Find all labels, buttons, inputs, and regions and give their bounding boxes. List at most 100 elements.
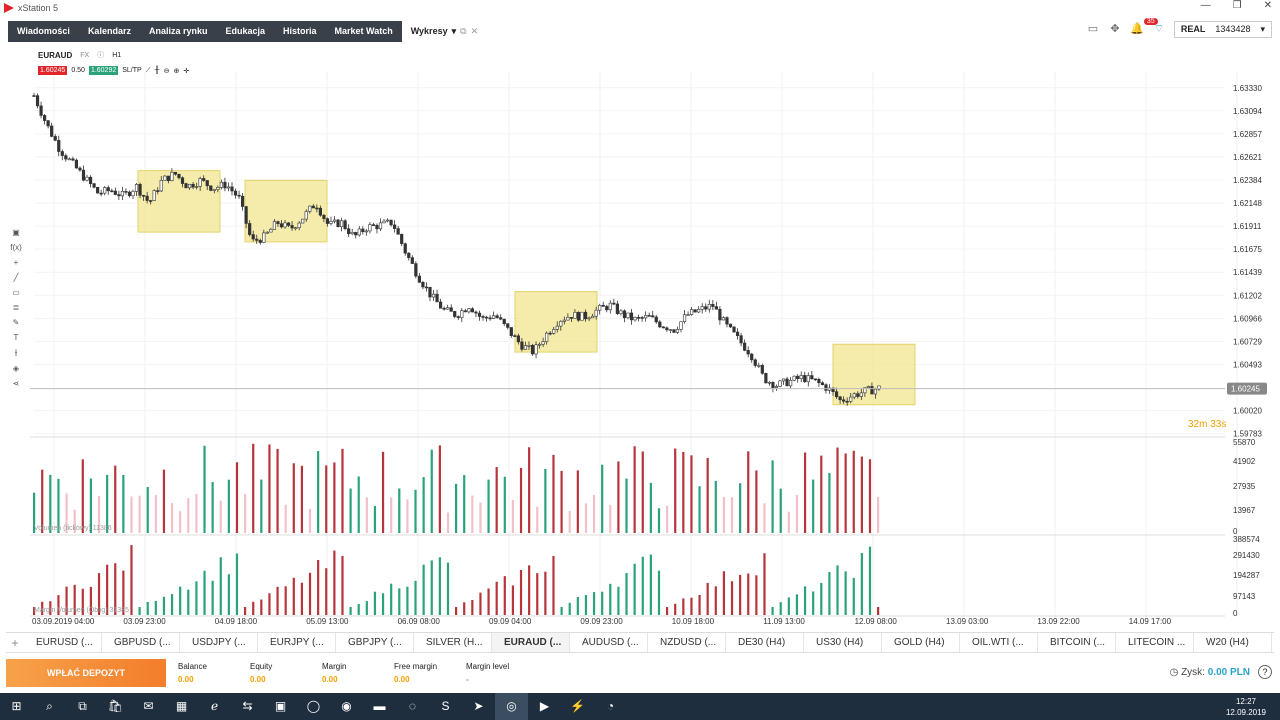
chart-tab[interactable]: SILVER (H... — [414, 633, 492, 652]
skype-icon[interactable]: S — [441, 699, 450, 713]
chart-tab[interactable]: DE30 (H4) — [726, 633, 804, 652]
crosshair-icon[interactable]: ✛ — [183, 67, 190, 75]
nav-analysis[interactable]: Analiza rynku — [148, 26, 208, 36]
clock-icon: ◷ — [1169, 667, 1179, 678]
chart-tab[interactable]: NZDUSD (... — [648, 633, 726, 652]
time-tick-label: 11.09 13:00 — [763, 617, 805, 626]
chart-tab[interactable]: BITCOIN (... — [1038, 633, 1116, 652]
close-icon[interactable]: ✕ — [1263, 0, 1272, 11]
fibonacci-icon[interactable]: ≣ — [12, 303, 20, 312]
teamviewer-icon[interactable]: ⇆ — [242, 699, 253, 713]
network-icon[interactable]: ✥ — [1110, 23, 1120, 35]
nav-market-watch[interactable]: Market Watch — [334, 26, 393, 36]
candle-body — [697, 309, 701, 313]
nav-history[interactable]: Historia — [283, 26, 317, 36]
candle-body — [279, 223, 284, 228]
nav-charts[interactable]: Wykresy ▾ ⧉ ✕ — [401, 21, 488, 42]
store-icon[interactable]: 🛍 — [107, 699, 124, 713]
xstation-icon[interactable]: ▶ — [539, 699, 550, 713]
chart-area[interactable]: 1.63330 1.63094 1.62857 1.62621 1.62384 1.621… — [0, 42, 1280, 632]
windows-start-icon[interactable]: ⊞ — [11, 699, 22, 713]
chart-tab[interactable]: EURAUD (... — [492, 633, 570, 652]
chart-tab[interactable]: OIL.WTI (... — [960, 633, 1038, 652]
nav-calendar[interactable]: Kalendarz — [87, 26, 131, 36]
telegram-icon[interactable]: ➤ — [473, 699, 484, 713]
nav-charts-label: Wykresy — [410, 26, 448, 36]
deposit-button[interactable]: WPŁAĆ DEPOZYT — [6, 659, 166, 687]
xstation-app-icon[interactable]: ⚡ — [570, 699, 585, 713]
chart-tab[interactable]: GBPJPY (... — [336, 633, 414, 652]
margin-bar — [438, 557, 441, 615]
crosshair-icon[interactable]: + — [13, 258, 19, 267]
account-selector[interactable]: REAL 1343428 ▾ — [1173, 20, 1272, 38]
chart-tab[interactable]: US30 (H4) — [804, 633, 882, 652]
candle-body — [647, 315, 651, 317]
candle-body — [693, 309, 697, 313]
search-icon[interactable]: ⌕ — [46, 699, 53, 713]
stat-label: Margin level — [466, 662, 510, 671]
bell-icon[interactable]: 🔔 — [1130, 23, 1144, 35]
volume-bar — [609, 504, 612, 533]
settings-icon[interactable]: ◔ — [606, 699, 615, 713]
chart-tab[interactable]: EURJPY (... — [258, 633, 336, 652]
zoom-in-icon[interactable]: ⊕ — [173, 67, 180, 75]
buy-price-button[interactable]: 1.60292 — [88, 66, 119, 75]
nav-education[interactable]: Edukacja — [225, 26, 266, 36]
screen-icon[interactable]: ▣ — [12, 228, 20, 237]
help-icon[interactable]: ? — [1258, 665, 1272, 679]
detach-icon[interactable]: ⧉ — [460, 26, 467, 36]
indicator-icon[interactable]: ⫲ — [14, 348, 18, 357]
candles-icon[interactable]: ╫ — [154, 67, 160, 74]
minimize-icon[interactable]: — — [1200, 0, 1211, 11]
candle-body — [467, 308, 471, 313]
text-tool-icon[interactable]: T — [13, 333, 19, 342]
chart-tab[interactable]: GOLD (H4) — [882, 633, 960, 652]
volume-input[interactable]: 0.50 — [71, 67, 85, 74]
chart-tab[interactable]: AUDUSD (... — [570, 633, 648, 652]
margin-bar — [455, 607, 458, 615]
margin-bar — [877, 607, 880, 615]
candle-body — [537, 343, 542, 346]
app-icon[interactable]: ▣ — [274, 699, 287, 713]
edge-icon[interactable]: ℯ — [210, 699, 219, 713]
volume-bar — [641, 451, 644, 533]
system-clock[interactable]: 12:27 12.09.2019 — [1226, 696, 1266, 718]
firefox-icon[interactable]: ◉ — [341, 699, 352, 713]
add-workspace-button[interactable]: + — [487, 23, 496, 40]
margin-bar — [154, 600, 157, 615]
chrome-icon[interactable]: ◎ — [495, 693, 528, 720]
line-chart-icon[interactable]: ⟋ — [145, 66, 151, 74]
folder-icon[interactable]: ▬ — [373, 699, 386, 713]
layers-icon[interactable]: ◈ — [12, 364, 20, 373]
zoom-out-icon[interactable]: ⊖ — [163, 67, 170, 75]
chart-tab[interactable]: USDJPY (... — [180, 633, 258, 652]
add-tab-button[interactable]: + — [11, 635, 19, 650]
layout-icon[interactable]: ▭ — [1087, 23, 1099, 35]
opera-icon[interactable]: ◯ — [306, 699, 321, 713]
restore-icon[interactable]: ❐ — [1232, 0, 1242, 11]
candle-body — [110, 190, 114, 193]
function-icon[interactable]: f(x) — [10, 243, 22, 252]
candle-body — [873, 388, 878, 395]
whatsapp-icon[interactable]: ◌ — [408, 699, 417, 713]
chart-symbol[interactable]: EURAUD — [38, 50, 73, 60]
sell-price-button[interactable]: 1.60245 — [38, 66, 68, 75]
task-view-icon[interactable]: ⧉ — [78, 699, 87, 713]
close-tab-icon[interactable]: ✕ — [470, 26, 479, 36]
sltp-button[interactable]: SL/TP — [122, 67, 142, 74]
info-icon[interactable]: ⓘ — [97, 52, 105, 59]
margin-bar — [398, 588, 401, 615]
chart-tab[interactable]: GBPUSD (... — [102, 633, 180, 652]
chart-tab[interactable]: EURUSD (... — [24, 633, 102, 652]
candle-body — [184, 183, 188, 189]
timeframe-selector[interactable]: H1 — [112, 51, 122, 59]
rectangle-tool-icon[interactable]: ▭ — [12, 288, 20, 297]
share-icon[interactable]: ⋖ — [12, 379, 20, 388]
photos-icon[interactable]: ▦ — [175, 699, 188, 713]
mail-icon[interactable]: ✉ — [143, 699, 154, 713]
pen-icon[interactable]: ✎ — [12, 318, 20, 327]
line-tool-icon[interactable]: ╱ — [13, 273, 19, 282]
chart-tab[interactable]: LITECOIN ... — [1116, 633, 1194, 652]
nav-news[interactable]: Wiadomości — [17, 26, 70, 36]
chart-tab[interactable]: W20 (H4) — [1194, 633, 1272, 652]
